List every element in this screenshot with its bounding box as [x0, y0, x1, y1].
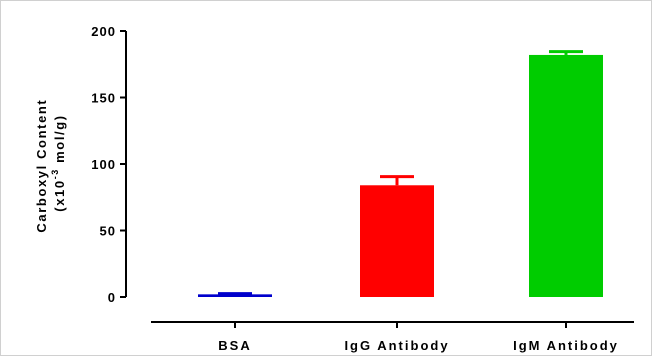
y-tick-label: 50 — [100, 224, 116, 239]
x-axis: BSA IgG Antibody IgM Antibody — [151, 321, 634, 353]
bar-igm-antibody — [529, 54, 603, 297]
y-tick-label: 100 — [91, 157, 116, 172]
y-axis-label-line2-suffix: mol/g) — [52, 114, 67, 168]
y-axis-label-line1: Carboxyl Content — [34, 99, 49, 233]
x-tick-label: IgM Antibody — [513, 338, 619, 353]
x-tick-label: BSA — [218, 338, 251, 353]
y-axis: 0 50 100 150 200 — [91, 24, 127, 305]
y-axis-label-line2-prefix: (x10 — [52, 179, 67, 211]
y-tick-label: 0 — [108, 290, 116, 305]
bars — [198, 50, 603, 297]
y-tick-label: 200 — [91, 24, 116, 39]
bar-bsa — [198, 294, 272, 297]
y-axis-label: Carboxyl Content (x10-3 mol/g) — [34, 93, 67, 232]
x-tick-label: IgG Antibody — [344, 338, 449, 353]
y-tick-label: 150 — [91, 91, 116, 106]
bar-igg-antibody — [360, 185, 434, 297]
y-axis-label-exponent: -3 — [50, 168, 60, 179]
